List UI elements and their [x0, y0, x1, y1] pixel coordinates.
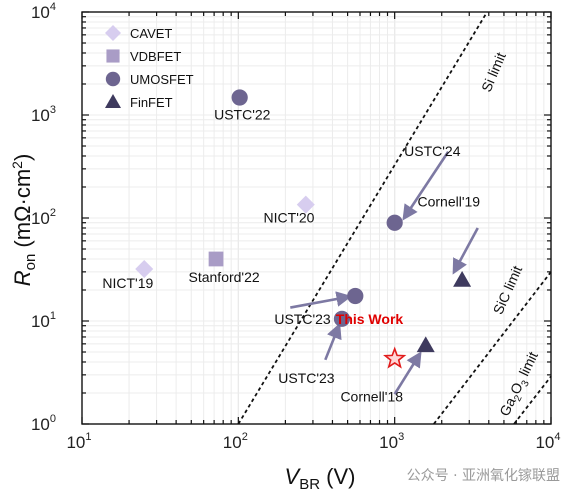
limit-label-part: 2	[512, 393, 525, 403]
annotation-arrows	[290, 151, 479, 395]
watermark: 公众号 · 亚洲氧化镓联盟	[407, 468, 560, 484]
legend-marker-cavet	[105, 25, 121, 41]
x-tick-label: 103	[379, 431, 404, 452]
this-work-star	[383, 346, 407, 369]
tick-base: 10	[31, 415, 50, 434]
tick-exponent: 3	[398, 431, 404, 443]
grid	[82, 11, 552, 424]
annotation-arrow	[393, 351, 422, 395]
y-tick-label: 103	[31, 104, 56, 125]
annotation-label: Stanford'22	[189, 269, 260, 285]
annotation-arrow	[452, 227, 479, 275]
x-axis-title: VBR (V)	[285, 464, 356, 493]
limit-label: Ga2O3 limit	[496, 349, 544, 420]
legend-marker-vdbfet	[106, 49, 120, 63]
tick-exponent: 0	[50, 413, 56, 425]
tick-base: 10	[379, 433, 398, 452]
tick-base: 10	[535, 433, 554, 452]
x-axis-title-main: V	[285, 464, 302, 489]
umosfet-point	[231, 89, 248, 106]
annotation-arrow	[324, 322, 342, 361]
umosfet-point	[347, 287, 364, 305]
limit-label-part: Ga	[496, 395, 519, 419]
y-axis-title-rest: (mΩ·cm	[10, 169, 35, 254]
legend-marker-finfet	[105, 94, 121, 108]
annotation-arrow	[402, 151, 450, 221]
finfet-point	[453, 271, 472, 287]
annotation-arrow	[290, 291, 353, 309]
legend-label: UMOSFET	[130, 72, 194, 87]
x-axis-title-sub: BR	[299, 476, 320, 493]
y-axis-title-sub: on	[22, 254, 39, 271]
tick-exponent: 2	[50, 207, 56, 219]
this-work-label: This Work	[336, 311, 404, 327]
limit-label-part: limit	[514, 349, 541, 382]
tick-exponent: 2	[242, 431, 248, 443]
y-tick-label: 100	[31, 413, 56, 434]
tick-base: 10	[223, 433, 242, 452]
x-tick-label: 101	[66, 431, 91, 452]
annotation-label: USTC'22	[214, 107, 271, 123]
limit-label-part: 3	[520, 378, 533, 388]
y-tick-label: 104	[31, 1, 56, 22]
vdbfet-point	[208, 251, 224, 267]
cavet-point	[296, 195, 315, 214]
annotation-label: USTC'23	[278, 370, 335, 386]
annotation-label: USTC'24	[404, 143, 461, 159]
x-tick-label: 102	[223, 431, 248, 452]
tick-base: 10	[31, 3, 50, 22]
tick-base: 10	[31, 106, 50, 125]
annotation-label: NICT'20	[264, 210, 315, 226]
umosfet-point	[386, 214, 403, 231]
axis-titles: VBR (V)Ron (mΩ·cm2)	[9, 154, 355, 493]
finfet-point	[416, 336, 435, 353]
legend-label: VDBFET	[130, 49, 181, 64]
tick-base: 10	[31, 209, 50, 228]
tick-exponent: 4	[50, 1, 56, 13]
legend-marker-umosfet	[105, 71, 121, 87]
y-axis-title: Ron (mΩ·cm2)	[9, 154, 39, 287]
y-axis-title-end: )	[10, 154, 35, 161]
tick-base: 10	[66, 433, 85, 452]
limit-line	[237, 11, 488, 425]
limit-line	[433, 271, 552, 425]
y-axis-title-sup: 2	[9, 161, 25, 169]
tick-exponent: 1	[85, 431, 91, 443]
annotation-label: Cornell'18	[340, 389, 403, 405]
tick-exponent: 1	[50, 310, 56, 322]
annotation-label: USTC'23	[274, 311, 331, 327]
y-tick-label: 102	[31, 207, 56, 228]
cavet-point	[135, 259, 154, 278]
tick-exponent: 3	[50, 104, 56, 116]
legend-label: FinFET	[130, 95, 173, 110]
umosfet-point	[333, 310, 351, 327]
annotation-label: Cornell'19	[418, 193, 481, 209]
x-tick-label: 104	[535, 431, 560, 452]
y-axis-title-main: R	[10, 270, 35, 286]
y-tick-label: 101	[31, 310, 56, 331]
data-points	[135, 89, 472, 369]
annotation-labels: USTC'22 NICT'20 NICT'19 Stanford'22 USTC'24 C…	[102, 107, 480, 405]
tick-base: 10	[31, 312, 50, 331]
tick-exponent: 4	[554, 431, 560, 443]
legend: CAVET VDBFET UMOSFET FinFET	[105, 25, 194, 110]
legend-label: CAVET	[130, 26, 172, 41]
x-axis-title-rest: (V)	[320, 464, 355, 489]
annotation-label: NICT'19	[102, 275, 153, 291]
